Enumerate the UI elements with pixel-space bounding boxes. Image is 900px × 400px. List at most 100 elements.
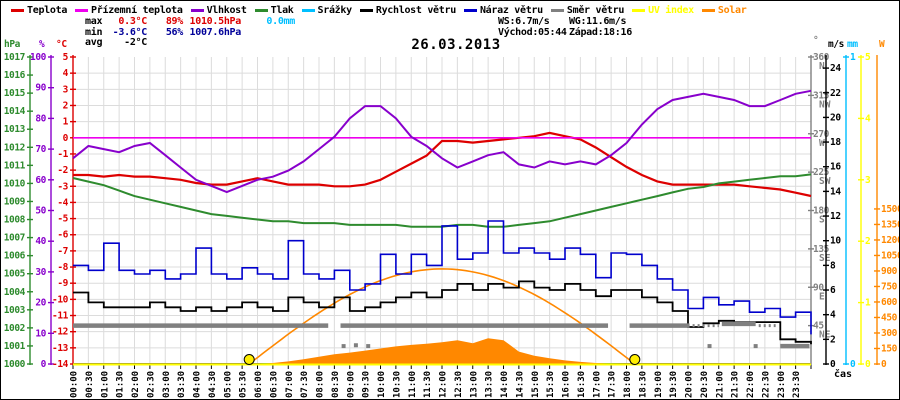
compass-label: N [819, 61, 825, 72]
time-label: 15:00 [531, 371, 541, 398]
time-label: 07:00 [285, 371, 295, 398]
stat-rain-total: 0.0mm [266, 16, 295, 27]
time-label: 20:00 [685, 371, 695, 398]
deg-label: 225 [813, 167, 830, 178]
legend-dash-teplota [11, 8, 24, 12]
axis-label-temp: 3 [63, 84, 69, 95]
axis-label-solar: 150 [881, 343, 898, 354]
axis-label-hum: 100 [30, 52, 47, 63]
axis-label-wind: 0 [830, 359, 836, 370]
axis-label-temp: -6 [57, 230, 68, 241]
axis-label-wind: 14 [830, 186, 841, 197]
axis-label-wind: 2 [830, 334, 835, 345]
legend-label-solar: Solar [717, 4, 747, 16]
axis-label-temp: -2 [57, 165, 68, 176]
legend-item-smer-vetru: Směr větru [550, 5, 624, 16]
axis-label-press: 1002 [4, 323, 25, 334]
chart-title: 26.03.2013 [411, 37, 501, 53]
legend-item-prizemni-teplota: Přízemní teplota [75, 5, 183, 16]
deg-label: 315 [813, 90, 830, 101]
wind-direction-dot [366, 344, 371, 349]
axis-label-uv: 0 [865, 359, 871, 370]
axis-label-hum: 50 [35, 206, 46, 217]
axis-label-temp: -3 [57, 181, 68, 192]
axis-header-wind: m/s [828, 39, 844, 50]
compass-label: W [819, 138, 825, 149]
time-label: 00:00 [70, 371, 80, 398]
axis-label-temp: -4 [57, 197, 68, 208]
axis-label-hum: 90 [35, 83, 46, 94]
time-label: 17:00 [592, 371, 602, 398]
axis-header-rain: mm [847, 39, 858, 50]
legend-dash-vlhkost [190, 8, 204, 12]
axis-label-solar: 750 [881, 281, 898, 292]
time-label: 03:30 [177, 371, 187, 398]
legend-label-rychlost-vetru: Rychlost větru [375, 4, 456, 16]
time-label: 04:00 [193, 371, 203, 398]
axis-label-press: 1016 [4, 70, 26, 81]
wind-stats-row: WS:6.7m/s WG:11.6m/s [498, 16, 640, 28]
legend: Teplota Přízemní teplota Vlhkost Tlak Srážky… [11, 4, 747, 16]
stats-max-row: max 0.3°C 89% 1010.5hPa 0.0mm [85, 16, 295, 28]
time-label: 17:30 [608, 371, 618, 398]
sunrise-marker [243, 354, 255, 365]
time-label: 05:00 [223, 371, 233, 398]
series-rychlost-v-tru [73, 280, 812, 345]
time-label: 13:30 [485, 371, 495, 398]
stat-wind-gust: WG:11.6m/s [569, 16, 627, 27]
axis-label-hum: 0 [41, 359, 47, 370]
legend-dash-solar [701, 8, 715, 12]
time-label: 07:30 [300, 371, 310, 398]
time-label: 12:30 [454, 371, 464, 398]
legend-item-uv-index: UV index [632, 5, 694, 16]
legend-label-teplota: Teplota [27, 4, 68, 16]
compass-label: SW [819, 176, 831, 187]
time-label: 11:00 [408, 371, 418, 398]
axis-label-hum: 60 [35, 175, 46, 186]
time-label: 06:00 [254, 371, 264, 398]
axis-label-uv: 2 [865, 236, 870, 247]
time-label: 21:30 [731, 371, 741, 398]
axis-label-hum: 80 [35, 113, 46, 124]
axis-label-press: 1012 [4, 142, 25, 153]
stats-avg-row: avg -2°C [85, 37, 295, 49]
time-label: 12:00 [439, 371, 449, 398]
time-label: 18:30 [638, 371, 648, 398]
stat-temp-max: 0.3°C [118, 16, 147, 27]
time-label: 02:00 [131, 371, 141, 398]
axis-label-solar: 600 [881, 297, 898, 308]
axis-label-uv: 4 [865, 113, 871, 124]
series-solar [73, 338, 811, 364]
axis-label-solar: 450 [881, 312, 898, 323]
axis-label-press: 1005 [4, 269, 26, 280]
max-label: max [85, 16, 103, 27]
compass-label: E [819, 291, 825, 302]
min-label: min [85, 26, 103, 38]
time-label: 03:00 [162, 371, 172, 398]
axis-label-press: 1008 [4, 215, 26, 226]
axis-header-deg: ° [813, 35, 818, 46]
axis-label-press: 1013 [4, 124, 26, 135]
legend-label-uv-index: UV index [648, 4, 694, 16]
time-label: 21:00 [715, 371, 725, 398]
stats-block: max 0.3°C 89% 1010.5hPa 0.0mm min -3.6°C 56% 10… [85, 16, 295, 49]
axis-label-temp: -10 [52, 294, 69, 305]
sun-stats-row: Východ:05:44 Západ:18:16 [498, 27, 640, 39]
axis-label-temp: -14 [52, 359, 69, 370]
time-label: 16:00 [562, 371, 572, 398]
stat-press-min: 1007.6hPa [189, 26, 242, 38]
axis-label-solar: 1500 [881, 204, 899, 215]
axis-label-press: 1003 [4, 305, 26, 316]
compass-label: SE [819, 253, 831, 264]
time-label: 16:30 [577, 371, 587, 398]
axis-label-rain: 0 [850, 359, 856, 370]
series-n-raz-v-tru [73, 220, 812, 335]
legend-item-naraz-vetru: Náraz větru [463, 5, 543, 16]
legend-dash-prizemni-teplota [75, 8, 89, 12]
axis-label-temp: -8 [57, 262, 68, 273]
axis-label-solar: 900 [881, 266, 898, 277]
deg-label: 270 [813, 129, 830, 140]
time-label: 10:00 [377, 371, 387, 398]
legend-label-prizemni-teplota: Přízemní teplota [91, 4, 183, 16]
time-label: 23:30 [792, 371, 802, 398]
